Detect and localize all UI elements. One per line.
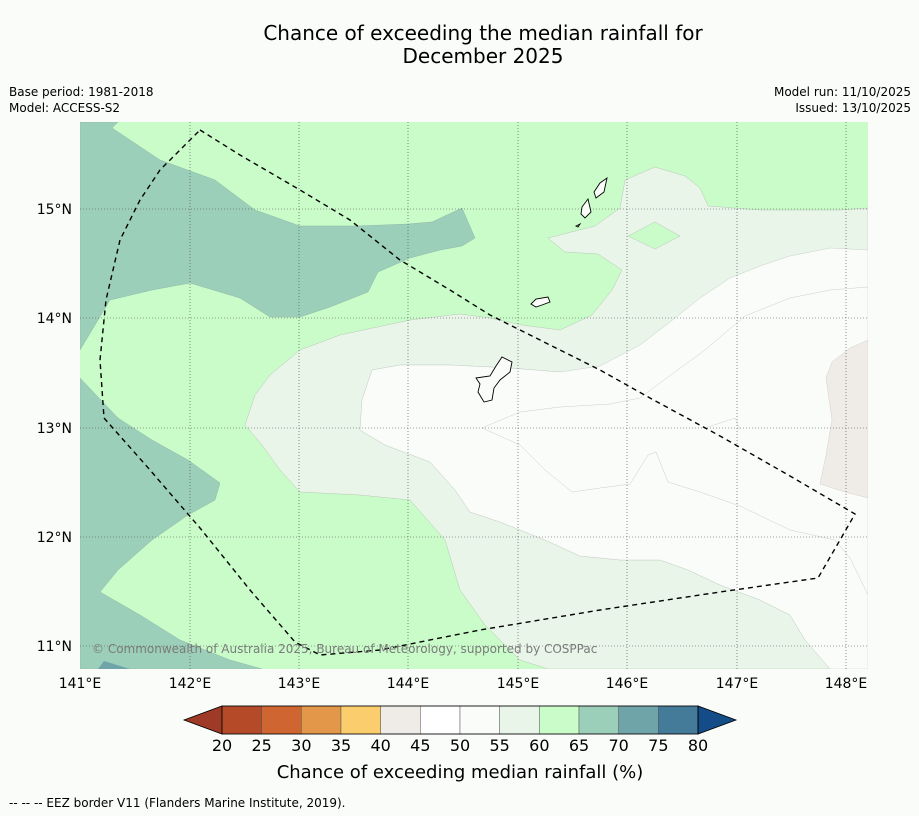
contour-45-50 [819, 339, 868, 499]
island-tinian [580, 197, 592, 219]
colorbar-frame [221, 705, 699, 735]
contour-60-65-island [627, 221, 681, 250]
lon-label: 145°E [497, 676, 540, 692]
island-aguijan [574, 222, 582, 228]
contour-line-2 [481, 427, 868, 596]
colorbar-tick-label: 55 [489, 736, 509, 755]
base-period: Base period: 1981-2018 [9, 85, 154, 99]
lon-label: 144°E [387, 676, 430, 692]
issued-date: Issued: 13/10/2025 [795, 101, 911, 115]
lon-label: 146°E [606, 676, 649, 692]
colorbar-tick-label: 40 [370, 736, 390, 755]
lon-label: 141°E [59, 676, 102, 692]
colorbar-box [618, 705, 659, 735]
lat-label: 15°N [37, 202, 72, 218]
colorbar-box [221, 705, 262, 735]
contour-50-55 [359, 247, 868, 669]
gridlines [80, 122, 868, 669]
colorbar-title: Chance of exceeding median rainfall (%) [277, 762, 644, 783]
chart-title: Chance of exceeding the median rainfall … [0, 22, 919, 68]
contour-65-70-south [80, 377, 263, 669]
colorbar-tick-label: 75 [648, 736, 668, 755]
lon-label: 147°E [716, 676, 759, 692]
lat-label: 11°N [37, 639, 72, 655]
colorbar-tick-label: 45 [410, 736, 430, 755]
colorbar-box [420, 705, 461, 735]
contour-65-70-north [80, 122, 476, 351]
lat-label: 14°N [37, 311, 72, 327]
colorbar-box [459, 705, 500, 735]
colorbar-tick-label: 25 [251, 736, 271, 755]
colorbar-box [261, 705, 302, 735]
colorbar-low-extend [182, 705, 223, 735]
colorbar-box [380, 705, 421, 735]
colorbar-tick-label: 50 [450, 736, 470, 755]
contour-fills [80, 122, 868, 669]
lat-label: 12°N [37, 530, 72, 546]
colorbar-box [499, 705, 540, 735]
map-copyright: © Commonwealth of Australia 2025, Bureau… [92, 642, 597, 656]
colorbar-tick-label: 30 [291, 736, 311, 755]
title-line-2: December 2025 [402, 44, 564, 68]
contour-line-1 [481, 286, 868, 429]
colorbar-ticks: 20 25 30 35 40 45 50 55 60 65 70 75 80 [212, 736, 708, 755]
eez-border [99, 129, 856, 656]
colorbar-tick-label: 70 [608, 736, 628, 755]
coastlines [475, 176, 608, 403]
eez-footnote: -- -- -- EEZ border V11 (Flanders Marine… [9, 796, 346, 810]
island-saipan [593, 176, 608, 199]
colorbar-tick-label: 35 [331, 736, 351, 755]
colorbar-tick-label: 20 [212, 736, 232, 755]
lon-label: 143°E [278, 676, 321, 692]
title-line-1: Chance of exceeding the median rainfall … [263, 21, 703, 45]
contour-70-75-patch [98, 661, 130, 669]
island-guam [475, 356, 513, 403]
colorbar-tick-label: 65 [569, 736, 589, 755]
colorbar: 20 25 30 35 40 45 50 55 60 65 70 75 80 Chance of exc… [182, 705, 738, 783]
colorbar-boxes [221, 705, 699, 735]
model-run: Model run: 11/10/2025 [773, 85, 911, 99]
colorbar-box [578, 705, 619, 735]
colorbar-box [539, 705, 580, 735]
colorbar-tick-label: 60 [529, 736, 549, 755]
meta-left: Base period: 1981-2018 Model: ACCESS-S2 [9, 84, 154, 116]
lon-label: 142°E [169, 676, 212, 692]
colorbar-box [340, 705, 381, 735]
lon-label: 148°E [825, 676, 868, 692]
island-rota [530, 296, 551, 308]
colorbar-box [301, 705, 342, 735]
model-name: Model: ACCESS-S2 [9, 101, 121, 115]
lat-label: 13°N [37, 421, 72, 437]
colorbar-tick-label: 80 [688, 736, 708, 755]
colorbar-high-extend [697, 705, 738, 735]
meta-right: Model run: 11/10/2025 Issued: 13/10/2025 [774, 84, 911, 116]
contour-line-3 [704, 417, 741, 431]
colorbar-box [658, 705, 699, 735]
